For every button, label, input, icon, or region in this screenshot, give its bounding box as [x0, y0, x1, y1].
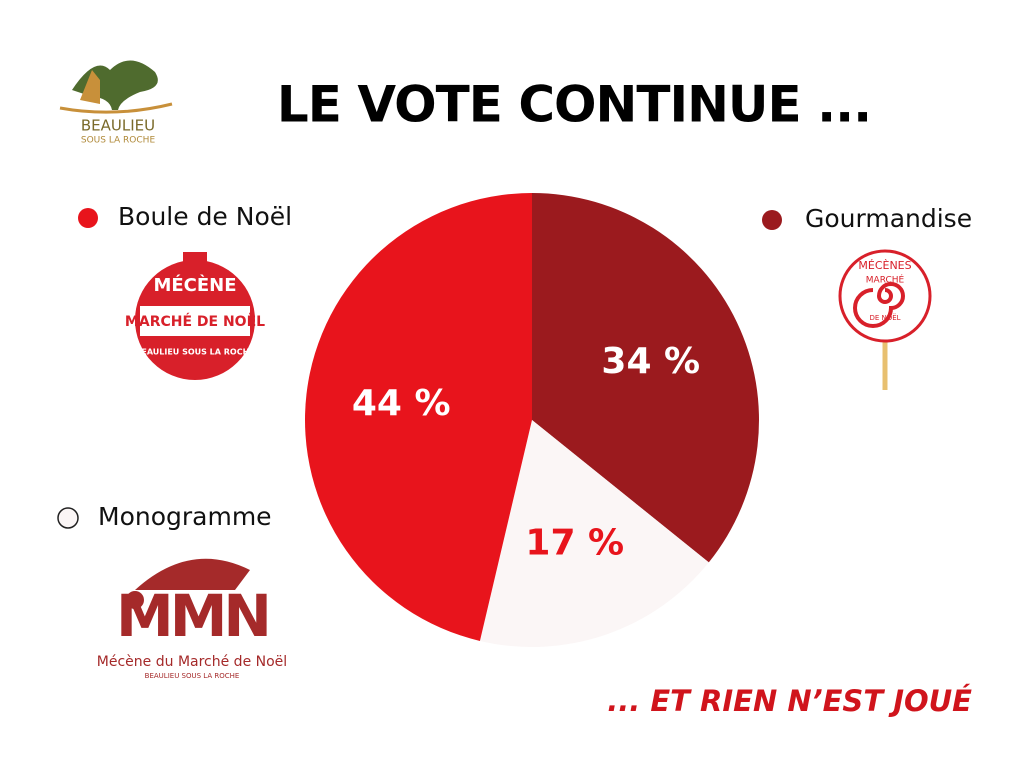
tree [72, 60, 158, 110]
beaulieu-logo: BEAULIEU SOUS LA ROCHE [59, 60, 173, 146]
logo-text: MÉCÈNE [153, 274, 236, 296]
ornament-band [140, 306, 250, 336]
logo-text: MMN [116, 582, 268, 650]
legend-marker [78, 208, 98, 228]
logo-text: BEAULIEU SOUS LA ROCHE [135, 348, 255, 357]
swirl [853, 282, 905, 328]
pompom [126, 591, 144, 609]
annotation: ... ET RIEN N’EST JOUÉ [607, 684, 972, 718]
lollipop [838, 249, 932, 343]
swoosh [59, 102, 173, 114]
pie: 34 % 17 % 44 % [305, 193, 759, 647]
logo-text: MARCHÉ [866, 274, 905, 286]
pie-slice [305, 193, 532, 641]
data-label: 44 % [352, 383, 451, 424]
data-label: 17 % [525, 523, 624, 564]
logo-text: BEAULIEU SOUS LA ROCHE [145, 672, 240, 680]
logo-text: Mécène du Marché de Noël [97, 654, 287, 670]
data-label: 34 % [601, 341, 700, 382]
house [80, 70, 100, 104]
chart-title: LE VOTE CONTINUE ... [277, 76, 871, 134]
boule-logo: MÉCÈNE MARCHÉ DE NOËL BEAULIEU SOUS LA R… [125, 252, 265, 380]
logo-text: MÉCÈNES [858, 259, 911, 272]
logo-text: BEAULIEU [81, 117, 155, 135]
pie-slice [532, 193, 759, 563]
legend-marker [57, 507, 79, 529]
legend-label: Gourmandise [805, 204, 972, 233]
legend-label: Boule de Noël [118, 202, 292, 231]
gourmandise-logo: MÉCÈNES MARCHÉ DE NOËL [838, 249, 932, 390]
logo-text: SOUS LA ROCHE [81, 136, 156, 146]
pie-slice [479, 420, 709, 647]
legend-marker [762, 210, 782, 230]
ornament-cap [183, 252, 207, 262]
logo-text: DE NOËL [869, 313, 900, 322]
legend-label: Monogramme [98, 502, 272, 531]
hat [135, 558, 250, 590]
logo-text: MARCHÉ DE NOËL [125, 313, 265, 330]
monogramme-logo: MMN Mécène du Marché de Noël BEAULIEU SO… [97, 558, 287, 680]
